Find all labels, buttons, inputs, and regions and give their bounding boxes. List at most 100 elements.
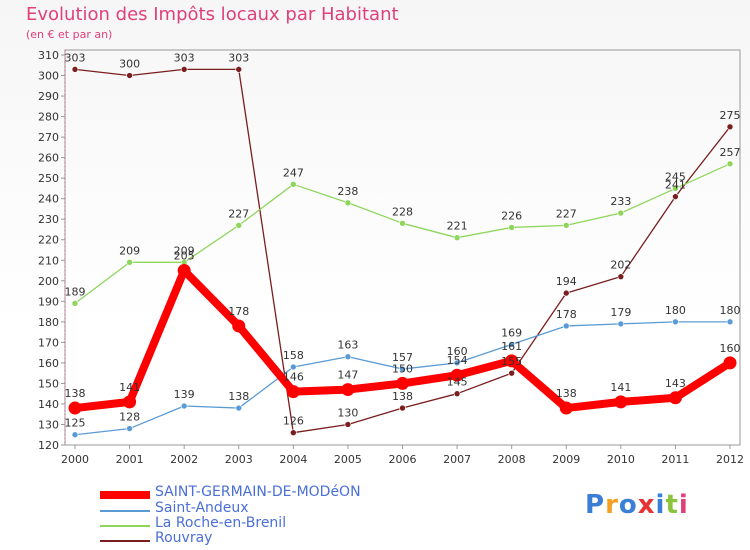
data-point	[723, 356, 737, 370]
data-label: 138	[392, 390, 413, 403]
chart-lines	[68, 66, 737, 439]
data-label: 247	[283, 166, 304, 179]
legend-swatch	[100, 525, 150, 527]
y-tick-label: 130	[38, 418, 59, 431]
data-point	[126, 425, 133, 432]
data-point	[453, 390, 461, 397]
x-tick-label: 2012	[716, 453, 744, 466]
y-tick-label: 230	[38, 213, 59, 226]
data-label: 126	[283, 415, 304, 428]
data-label: 160	[447, 345, 468, 358]
data-point	[562, 222, 570, 229]
data-point	[235, 66, 243, 73]
logo-letter: o	[618, 490, 638, 520]
data-label: 154	[447, 354, 468, 367]
logo-letter: x	[637, 490, 656, 520]
data-point	[123, 395, 137, 409]
data-point	[726, 123, 734, 131]
data-point	[453, 234, 461, 241]
data-label: 189	[65, 285, 86, 298]
data-point	[562, 322, 570, 330]
data-point	[508, 341, 515, 348]
x-tick-label: 2002	[170, 453, 198, 466]
data-point	[71, 300, 79, 307]
data-point	[672, 318, 679, 326]
data-point	[617, 273, 625, 280]
data-label: 138	[228, 390, 249, 403]
x-tick-label: 2010	[607, 453, 635, 466]
y-tick-label: 300	[38, 70, 59, 83]
data-label: 145	[447, 376, 468, 389]
data-label: 130	[337, 406, 358, 419]
data-label: 238	[337, 185, 358, 198]
x-tick-label: 2008	[498, 453, 526, 466]
data-point	[71, 66, 79, 73]
proxiti-logo: Proxiti	[585, 490, 689, 520]
x-tick-label: 2003	[225, 453, 253, 466]
legend-label: Saint-Andeux	[155, 500, 249, 516]
data-label: 303	[228, 51, 249, 64]
y-tick-label: 240	[38, 193, 59, 206]
data-label: 205	[174, 250, 195, 263]
data-label: 150	[392, 362, 413, 375]
data-label: 163	[337, 339, 358, 352]
y-tick-label: 170	[38, 336, 59, 349]
data-point	[235, 222, 243, 229]
y-tick-label: 250	[38, 172, 59, 185]
data-point	[617, 209, 625, 217]
logo-letter: i	[655, 490, 666, 520]
data-label: 245	[665, 170, 686, 183]
data-point	[180, 66, 188, 73]
data-label: 257	[720, 146, 741, 159]
y-tick-label: 180	[38, 316, 59, 329]
series-line-2	[74, 163, 731, 305]
logo-letter: r	[605, 490, 619, 520]
legend-swatch	[100, 510, 150, 512]
data-label: 228	[392, 205, 413, 218]
data-label: 180	[665, 304, 686, 317]
data-label: 128	[119, 411, 140, 424]
x-tick-label: 2006	[389, 453, 417, 466]
y-tick-label: 200	[38, 275, 59, 288]
data-point	[617, 320, 625, 328]
data-point	[559, 401, 573, 415]
y-tick-label: 260	[38, 152, 59, 165]
chart-subtitle: (en € et par an)	[26, 28, 113, 41]
legend-swatch	[100, 540, 150, 542]
data-label: 141	[119, 381, 140, 394]
data-label: 147	[337, 369, 358, 382]
data-label: 158	[283, 349, 304, 362]
data-label: 161	[501, 340, 522, 353]
logo-letter: P	[585, 490, 606, 520]
data-label: 179	[610, 306, 631, 319]
legend-label: Rouvray	[155, 530, 213, 546]
data-label: 157	[392, 351, 413, 364]
y-tick-label: 270	[38, 131, 59, 144]
data-point	[672, 193, 679, 200]
data-label: 141	[610, 381, 631, 394]
data-label: 233	[610, 195, 631, 208]
data-point	[508, 369, 515, 377]
data-label: 143	[665, 377, 686, 390]
data-label: 160	[720, 342, 741, 355]
data-label: 227	[228, 207, 249, 220]
data-label: 180	[720, 304, 741, 317]
data-label: 169	[501, 326, 522, 339]
data-point	[726, 160, 734, 168]
data-label: 303	[65, 51, 86, 64]
chart-axes: 120 130 140 150 160 170 180 190 200 210 220 230 240 2…	[38, 49, 744, 466]
legend-swatch	[100, 491, 150, 499]
data-label: 275	[720, 109, 741, 122]
data-point	[68, 401, 82, 415]
data-label: 178	[228, 305, 249, 318]
data-label: 139	[174, 388, 195, 401]
y-tick-label: 120	[38, 439, 59, 452]
data-point	[290, 429, 297, 436]
x-tick-label: 2011	[661, 453, 689, 466]
data-point	[126, 259, 133, 266]
data-point	[508, 224, 515, 231]
data-point	[344, 353, 352, 361]
data-point	[232, 319, 246, 333]
y-tick-label: 290	[38, 90, 59, 103]
